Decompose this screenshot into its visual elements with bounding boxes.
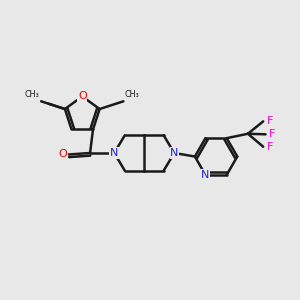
Text: F: F xyxy=(267,142,273,152)
Text: O: O xyxy=(58,149,68,160)
Text: CH₃: CH₃ xyxy=(25,90,40,99)
Text: N: N xyxy=(110,148,118,158)
Text: O: O xyxy=(78,92,87,101)
Text: CH₃: CH₃ xyxy=(125,90,140,99)
Text: N: N xyxy=(170,148,178,158)
Text: F: F xyxy=(269,129,275,139)
Text: F: F xyxy=(267,116,273,126)
Text: N: N xyxy=(201,170,210,180)
